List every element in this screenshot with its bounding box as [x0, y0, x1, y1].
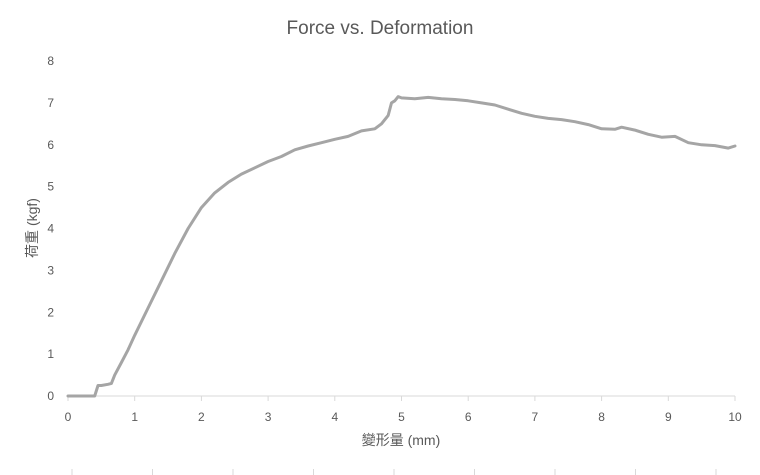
x-tick-label: 8 — [598, 410, 605, 424]
y-tick-label: 8 — [47, 54, 54, 68]
y-tick-label: 5 — [47, 180, 54, 194]
y-tick-label: 1 — [47, 347, 54, 361]
y-axis-label: 荷重 (kgf) — [24, 198, 40, 258]
x-tick-labels: 0 1 2 3 4 5 6 7 8 9 10 — [65, 410, 742, 424]
x-tick-label: 0 — [65, 410, 72, 424]
y-tick-label: 2 — [47, 305, 54, 319]
x-tick-label: 4 — [331, 410, 338, 424]
x-tick-label: 3 — [265, 410, 272, 424]
x-tick-label: 9 — [665, 410, 672, 424]
y-tick-label: 3 — [47, 263, 54, 277]
x-tick-label: 2 — [198, 410, 205, 424]
x-tick-label: 1 — [131, 410, 138, 424]
series-line — [66, 95, 737, 398]
chart-title: Force vs. Deformation — [287, 18, 474, 39]
x-tick-label: 10 — [728, 410, 742, 424]
y-tick-label: 7 — [47, 96, 54, 110]
y-tick-labels: 0 1 2 3 4 5 6 7 8 — [47, 54, 54, 403]
x-tick-label: 5 — [398, 410, 405, 424]
x-axis-label: 變形量 (mm) — [362, 432, 441, 448]
frame-bottom-ticks — [71, 469, 717, 475]
x-tick-marks — [67, 396, 736, 401]
x-tick-label: 7 — [532, 410, 539, 424]
x-tick-label: 6 — [465, 410, 472, 424]
y-tick-label: 6 — [47, 138, 54, 152]
y-tick-label: 0 — [47, 389, 54, 403]
y-tick-label: 4 — [47, 222, 54, 236]
